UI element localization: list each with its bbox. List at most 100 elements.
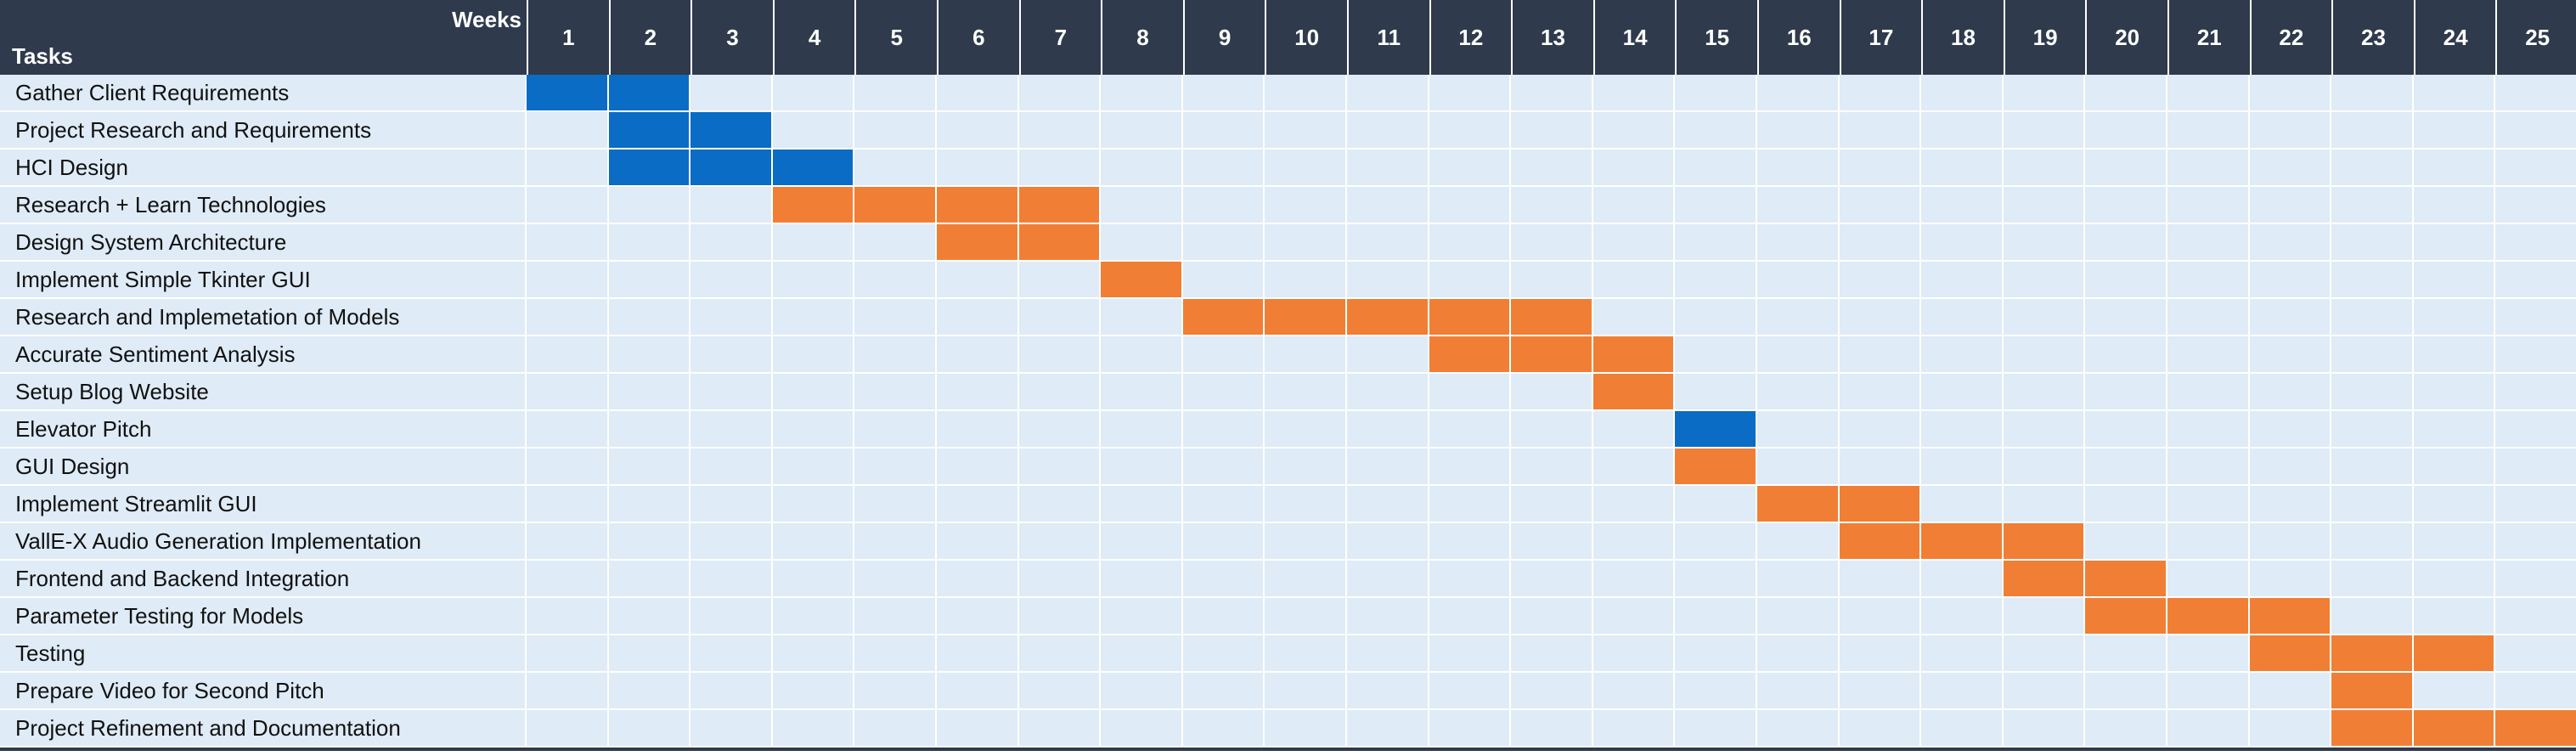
grid-line xyxy=(1837,336,1840,372)
grid-line xyxy=(770,523,773,559)
grid-line xyxy=(1919,374,1922,409)
task-name: Elevator Pitch xyxy=(15,415,152,442)
task-name: Parameter Testing for Models xyxy=(15,602,304,629)
grid-line xyxy=(2411,374,2414,409)
week-header-25: 25 xyxy=(2495,0,2576,75)
grid-line xyxy=(1756,710,1757,746)
grid-line xyxy=(689,598,691,634)
task-bar-week-13 xyxy=(1511,336,1593,372)
grid-line xyxy=(1017,635,1019,671)
task-name: Research and Implemetation of Models xyxy=(15,303,400,330)
grid-line xyxy=(1509,486,1512,522)
grid-line xyxy=(1099,710,1102,746)
grid-line xyxy=(1181,673,1183,708)
grid-line xyxy=(2001,561,2004,596)
grid-line xyxy=(2001,449,2004,484)
grid-line xyxy=(935,299,937,335)
grid-line xyxy=(1673,150,1676,185)
grid-line xyxy=(1509,561,1512,596)
grid-line xyxy=(770,224,773,260)
grid-line xyxy=(770,673,773,708)
task-row: Accurate Sentiment Analysis xyxy=(0,336,2576,374)
task-name: Project Refinement and Documentation xyxy=(15,714,401,741)
grid-line xyxy=(1591,187,1593,223)
grid-line xyxy=(689,374,691,409)
grid-line xyxy=(1591,561,1593,596)
grid-line xyxy=(1017,673,1019,708)
grid-line xyxy=(1181,598,1183,634)
grid-line xyxy=(1837,187,1840,223)
grid-line xyxy=(2411,336,2414,372)
task-bar-week-2 xyxy=(608,75,691,110)
grid-line xyxy=(853,449,855,484)
grid-line xyxy=(1099,635,1102,671)
grid-line xyxy=(1591,224,1593,260)
grid-line xyxy=(1591,486,1593,522)
grid-line xyxy=(1756,262,1757,297)
grid-line xyxy=(853,673,855,708)
grid-line xyxy=(1345,262,1347,297)
task-row: Research + Learn Technologies xyxy=(0,187,2576,224)
task-row: Gather Client Requirements xyxy=(0,75,2576,112)
grid-line xyxy=(1181,710,1183,746)
task-bar-week-13 xyxy=(1511,299,1593,335)
grid-line xyxy=(2166,112,2167,148)
grid-line xyxy=(2411,112,2414,148)
grid-line xyxy=(1181,449,1183,484)
task-bar-week-3 xyxy=(691,112,773,148)
grid-line xyxy=(2001,224,2004,260)
grid-line xyxy=(1509,411,1512,447)
task-row: Design System Architecture xyxy=(0,224,2576,262)
grid-line xyxy=(1099,336,1102,372)
task-bar-week-14 xyxy=(1592,374,1676,409)
grid-line xyxy=(689,224,691,260)
grid-line xyxy=(689,635,691,671)
grid-line xyxy=(2001,187,2004,223)
grid-line xyxy=(525,224,527,260)
grid-line xyxy=(2166,710,2167,746)
grid-line xyxy=(606,262,609,297)
grid-line xyxy=(1263,336,1265,372)
grid-line xyxy=(2411,224,2414,260)
grid-line xyxy=(2001,635,2004,671)
grid-line xyxy=(2247,673,2250,708)
grid-line xyxy=(2083,486,2086,522)
grid-line xyxy=(1919,598,1922,634)
week-header-24: 24 xyxy=(2413,0,2496,75)
grid-line xyxy=(2083,598,2086,634)
week-header-2: 2 xyxy=(608,0,691,75)
grid-line xyxy=(2330,710,2332,746)
task-bar-week-24 xyxy=(2413,635,2496,671)
grid-line xyxy=(2411,150,2414,185)
week-header-21: 21 xyxy=(2167,0,2250,75)
grid-line xyxy=(606,523,609,559)
task-bar-week-14 xyxy=(1592,336,1676,372)
grid-line xyxy=(525,112,527,148)
week-header-6: 6 xyxy=(937,0,1019,75)
grid-line xyxy=(1427,224,1429,260)
grid-line xyxy=(1509,598,1512,634)
grid-line xyxy=(525,187,527,223)
grid-line xyxy=(1017,262,1019,297)
grid-line xyxy=(1756,635,1757,671)
week-header-4: 4 xyxy=(772,0,855,75)
task-bar-week-1 xyxy=(527,75,609,110)
grid-line xyxy=(2083,150,2086,185)
grid-line xyxy=(853,224,855,260)
grid-line xyxy=(935,486,937,522)
grid-line xyxy=(689,336,691,372)
grid-line xyxy=(853,635,855,671)
grid-line xyxy=(1837,673,1840,708)
grid-line xyxy=(525,523,527,559)
grid-line xyxy=(1017,75,1019,110)
week-header-12: 12 xyxy=(1429,0,1512,75)
grid-line xyxy=(1673,561,1676,596)
grid-line xyxy=(770,486,773,522)
grid-line xyxy=(689,561,691,596)
week-header-16: 16 xyxy=(1757,0,1840,75)
task-name: Implement Streamlit GUI xyxy=(15,490,257,516)
grid-line xyxy=(1427,710,1429,746)
grid-line xyxy=(1427,449,1429,484)
grid-line xyxy=(2494,411,2496,447)
